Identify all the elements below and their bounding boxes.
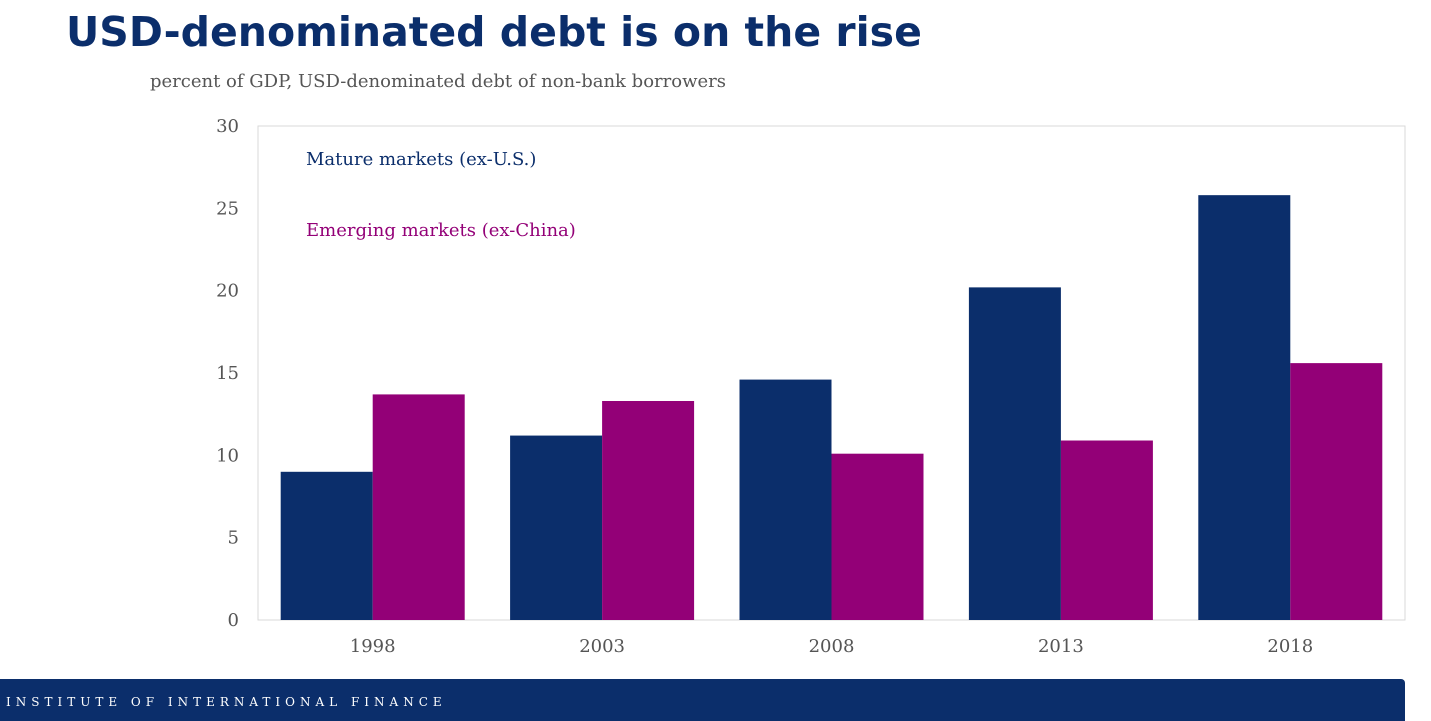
bar-mature-2018	[1198, 195, 1291, 620]
x-tick-label: 1998	[350, 636, 396, 657]
y-axis: 0 5 10 15 20 25 30	[216, 116, 239, 631]
x-axis: 1998 2003 2008 2013 2018	[350, 636, 1313, 657]
bar-mature-2003	[510, 435, 603, 620]
bar-emerging-1998	[372, 394, 465, 620]
footer-organization-name: INSTITUTE OF INTERNATIONAL FINANCE	[6, 695, 447, 709]
y-tick-label: 25	[216, 198, 239, 219]
chart-subtitle: percent of GDP, USD-denominated debt of …	[150, 71, 726, 92]
y-tick-label: 5	[228, 528, 239, 549]
x-tick-label: 2008	[809, 636, 855, 657]
bar-series	[280, 195, 1383, 620]
bar-emerging-2003	[602, 400, 695, 620]
y-tick-label: 20	[216, 281, 239, 302]
x-tick-label: 2018	[1267, 636, 1313, 657]
legend-item-emerging-markets: Emerging markets (ex-China)	[306, 220, 576, 241]
y-tick-label: 10	[216, 445, 239, 466]
bar-mature-2008	[739, 379, 832, 620]
footer-bar: INSTITUTE OF INTERNATIONAL FINANCE	[0, 679, 1405, 721]
page-title: USD-denominated debt is on the rise	[66, 8, 922, 56]
bar-mature-2013	[968, 287, 1061, 620]
y-tick-label: 30	[216, 116, 239, 137]
bar-emerging-2008	[831, 453, 924, 620]
bar-mature-1998	[280, 471, 373, 620]
legend: Mature markets (ex-U.S.) Emerging markets…	[306, 149, 576, 241]
x-tick-label: 2013	[1038, 636, 1084, 657]
legend-item-mature-markets: Mature markets (ex-U.S.)	[306, 149, 536, 170]
y-tick-label: 0	[228, 610, 239, 631]
bar-emerging-2018	[1290, 363, 1383, 620]
y-tick-label: 15	[216, 363, 239, 384]
bar-chart: 0 5 10 15 20 25 30 1998 2003 2008 2013 2018 Mature…	[216, 116, 1406, 657]
x-tick-label: 2003	[579, 636, 625, 657]
bar-emerging-2013	[1060, 440, 1153, 620]
